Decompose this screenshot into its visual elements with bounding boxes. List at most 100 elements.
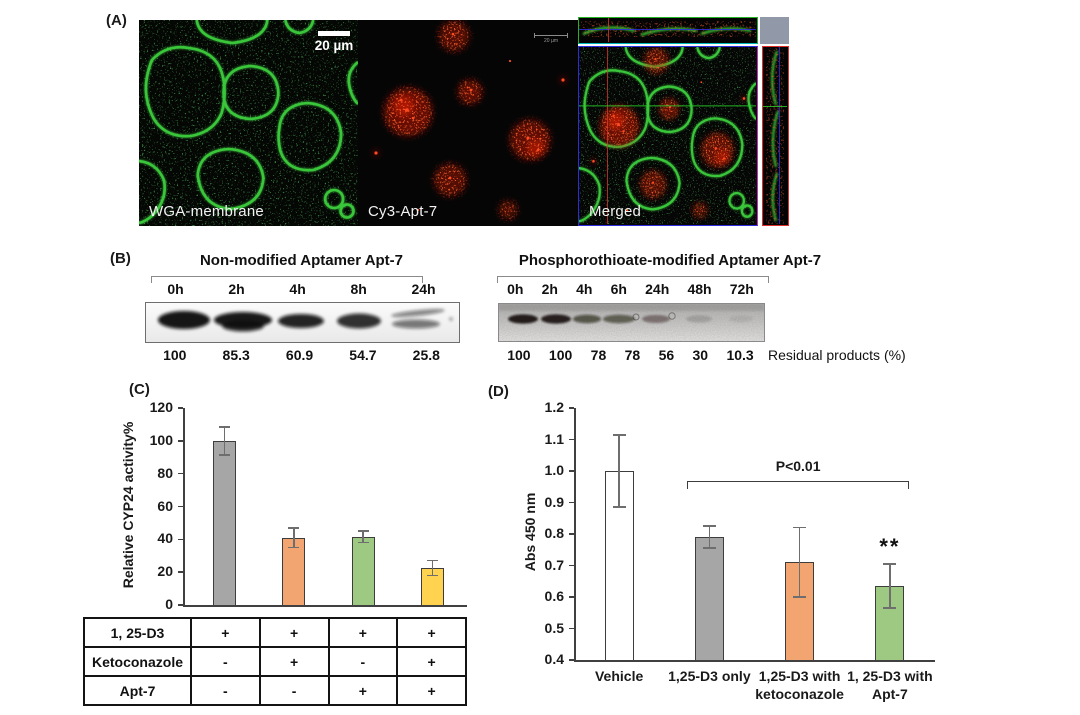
gel-left-title: Non-modified Aptamer Apt-7: [199, 252, 404, 269]
lane-label: 24h: [411, 281, 436, 297]
lane-value: 85.3: [222, 347, 250, 363]
table-cell: +: [397, 647, 466, 676]
merged-caption: Merged: [589, 203, 642, 220]
x-tick-label: 1,25-D3 with ketoconazole: [755, 668, 844, 702]
y-axis-title: Relative CYP24 activity%: [120, 421, 136, 588]
table-cell: +: [191, 618, 260, 647]
significance-label: P<0.01: [775, 458, 821, 474]
error-bar-cap-bottom: [288, 546, 300, 549]
gel-left-values: 100 85.3 60.9 54.7 25.8: [145, 347, 458, 363]
lane-label: 0h: [167, 281, 184, 297]
error-bar: [889, 563, 891, 609]
lane-label: 48h: [687, 281, 712, 297]
panel-c-label: (C): [129, 381, 150, 398]
y-tick: [569, 470, 574, 472]
lane-value: 30: [692, 347, 709, 363]
error-bar: [223, 426, 226, 455]
table-cell: +: [328, 618, 398, 647]
lane-value: 54.7: [349, 347, 377, 363]
scale-bar-small-tick-left: [534, 33, 535, 38]
x-tick-label: 1, 25-D3 with Apt-7: [847, 668, 933, 702]
error-bar: [362, 531, 364, 543]
error-bar-cap-bottom: [219, 454, 231, 456]
error-bar-cap-top: [612, 434, 626, 436]
y-tick-label: 40: [157, 530, 173, 547]
y-tick-label: 80: [157, 464, 173, 481]
lane-value: 78: [590, 347, 607, 363]
bar: [351, 536, 375, 605]
error-bar: [798, 527, 801, 597]
y-tick: [178, 472, 183, 475]
scale-bar-label: 20 µm: [314, 38, 354, 53]
significance-stars: **: [879, 533, 901, 559]
error-bar-cap-top: [883, 563, 897, 565]
lane-label: 24h: [645, 281, 670, 297]
y-tick: [178, 440, 183, 442]
gel-image-left: [145, 302, 460, 343]
x-axis: [574, 660, 935, 662]
y-tick: [569, 407, 574, 409]
gel-right-title: Phosphorothioate-modified Aptamer Apt-7: [518, 252, 822, 269]
gel-right-values: 100 100 78 78 56 30 10.3: [498, 347, 763, 363]
y-tick: [178, 604, 183, 606]
significance-bracket: [687, 481, 909, 489]
lane-label: 8h: [350, 281, 367, 297]
merged-corner: [760, 17, 789, 44]
table-cell: +: [259, 647, 329, 676]
lane-label: 72h: [729, 281, 754, 297]
merged-side-projection: [762, 46, 789, 226]
error-bar: [618, 434, 620, 508]
scale-bar: [318, 31, 350, 36]
table-cell: +: [328, 676, 398, 705]
table-row-label: Apt-7: [84, 676, 191, 705]
table-cell: -: [259, 676, 329, 705]
wga-caption: WGA-membrane: [149, 203, 264, 220]
gel-left-lane-labels: 0h 2h 4h 8h 24h: [145, 281, 458, 297]
error-bar-cap-top: [219, 426, 231, 428]
merged-image: [578, 46, 758, 226]
y-tick: [569, 659, 574, 661]
y-tick-label: 0.8: [544, 525, 564, 541]
y-tick: [569, 596, 574, 598]
table-cell: -: [191, 676, 260, 705]
lane-value: 10.3: [726, 347, 754, 363]
y-tick: [178, 505, 183, 508]
y-axis: [183, 408, 185, 607]
y-tick: [178, 407, 183, 409]
panel-b-label: (B): [110, 250, 131, 267]
error-bar-cap-top: [702, 525, 716, 527]
y-tick: [178, 571, 183, 573]
y-tick-label: 100: [149, 431, 173, 448]
y-tick: [569, 438, 574, 441]
y-tick-label: 1.0: [544, 462, 564, 478]
y-tick-label: 60: [157, 497, 173, 514]
table-cell: -: [191, 647, 260, 676]
lane-value: 60.9: [285, 347, 314, 363]
y-tick-label: 0.9: [544, 493, 564, 510]
table-cell: -: [328, 647, 398, 676]
treatment-condition-table: 1, 25-D3 + + + + Ketoconazole - + - + Apt-7- - + +: [83, 617, 467, 706]
error-bar-cap-bottom: [793, 596, 807, 598]
scale-bar-small: [534, 35, 568, 36]
error-bar: [293, 527, 295, 548]
lane-label: 4h: [289, 281, 306, 297]
error-bar: [431, 560, 434, 576]
error-bar-cap-top: [357, 530, 369, 532]
lane-label: 6h: [610, 281, 627, 297]
scale-bar-small-label: 20 µm: [544, 38, 558, 44]
lane-value: 25.8: [412, 347, 440, 363]
y-tick: [569, 533, 574, 535]
lane-value: 78: [624, 347, 641, 363]
gel-image-right: [498, 303, 765, 342]
error-bar-cap-top: [793, 526, 807, 529]
table-row-label: 1, 25-D3: [84, 618, 191, 647]
table-cell: +: [397, 618, 466, 647]
y-tick: [569, 564, 574, 567]
y-tick-label: 0.5: [544, 619, 564, 636]
scale-bar-small-tick-right: [567, 33, 568, 38]
y-axis-title: Abs 450 nm: [522, 492, 538, 572]
lane-label: 2h: [541, 281, 558, 297]
panel-d-label: (D): [488, 383, 509, 400]
y-tick-label: 20: [157, 563, 173, 580]
